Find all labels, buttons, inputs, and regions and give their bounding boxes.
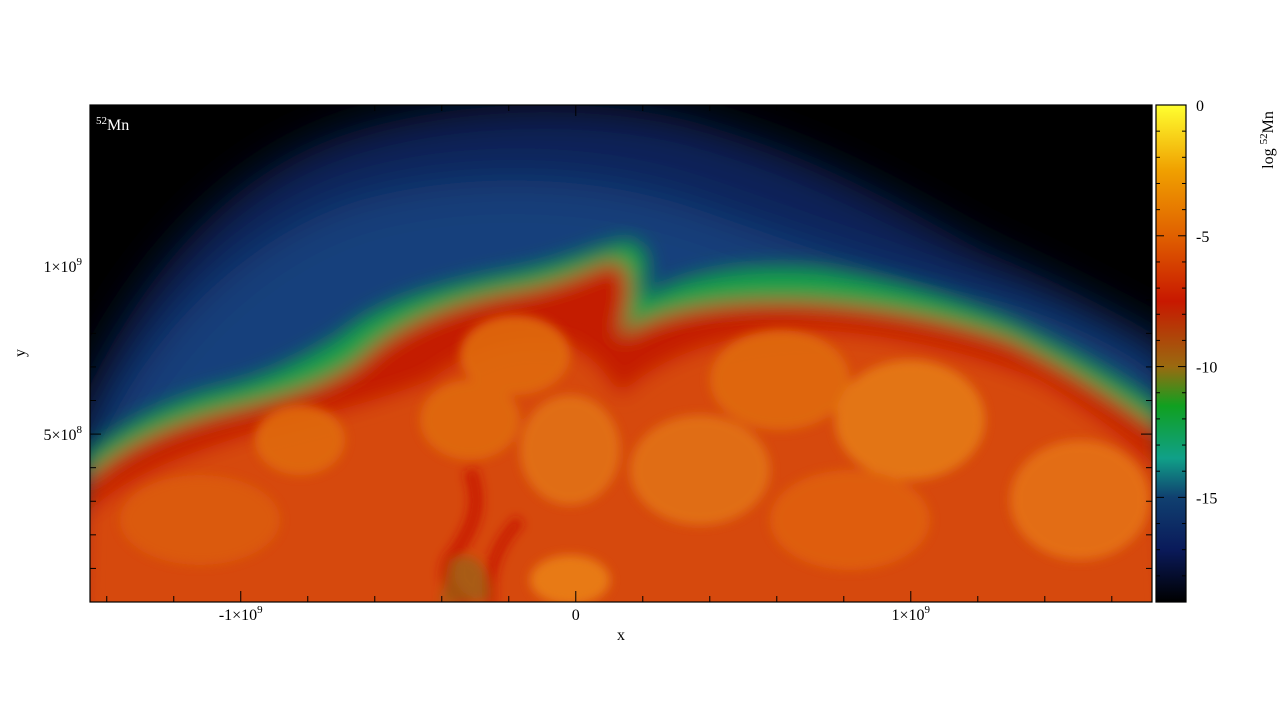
x-tick-label: 0 xyxy=(572,607,580,624)
field-bubble xyxy=(630,415,770,525)
plot-frame xyxy=(89,104,1153,603)
x-tick-label: -1×109 xyxy=(219,604,263,624)
axis-ticks: -1×109 0 1×109 5×108 1×109 xyxy=(43,105,1152,624)
field-bubble xyxy=(120,475,280,565)
colorbar-tick-label: -15 xyxy=(1196,490,1217,507)
field-bubble xyxy=(520,395,620,505)
colorbar-tick-label: -10 xyxy=(1196,360,1217,377)
colorbar-ticks: 0 -5 -10 -15 xyxy=(1156,98,1217,577)
colorbar-tick-label: 0 xyxy=(1196,98,1204,115)
field-bubble xyxy=(835,360,985,480)
colorbar-label: log 52Mn xyxy=(1258,111,1277,169)
y-tick-label: 1×109 xyxy=(43,256,82,276)
x-tick-label: 1×109 xyxy=(892,604,931,624)
field-bubble xyxy=(420,380,520,460)
colorbar-tick-label: -5 xyxy=(1196,229,1209,246)
y-tick-label: 5×108 xyxy=(43,424,82,444)
field-bubble xyxy=(770,470,930,570)
field-olive-patch xyxy=(440,556,490,602)
field-bubble xyxy=(710,330,850,430)
field-bubble xyxy=(1010,440,1150,560)
field-bubble xyxy=(460,315,570,395)
y-axis-label: y xyxy=(12,349,29,357)
field-bubble xyxy=(255,405,345,475)
colorbar xyxy=(1155,104,1187,603)
heatmap-field xyxy=(90,105,1152,602)
field-bubble xyxy=(530,555,610,602)
panel-label: 52Mn xyxy=(96,115,129,134)
x-axis-label: x xyxy=(617,627,625,644)
